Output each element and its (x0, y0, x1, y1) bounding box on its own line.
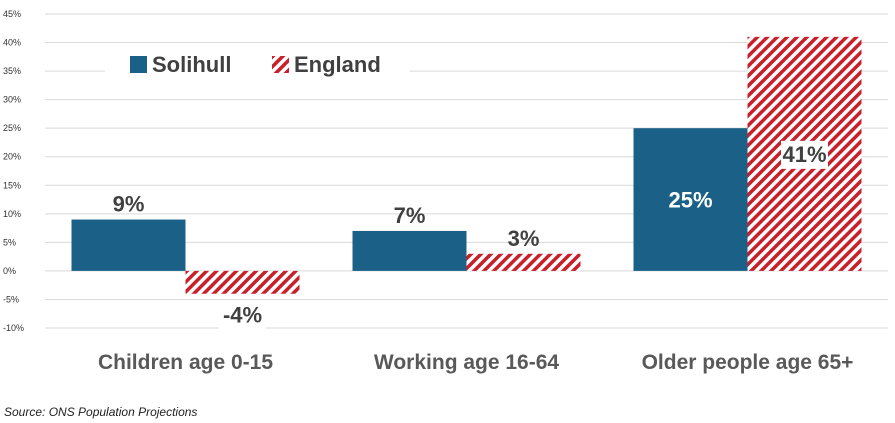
source-note: Source: ONS Population Projections (4, 405, 198, 419)
y-axis-ticks: -10% -5% 0% 5% 10% 15% 20% 25% 30% 35% 40% 45% (3, 9, 24, 333)
y-tick-label: 40% (3, 38, 21, 48)
legend-label-england: England (294, 52, 381, 77)
chart: -10% -5% 0% 5% 10% 15% 20% 25% 30% 35% 40% 45% 9% -4… (3, 9, 888, 374)
data-label-background (781, 140, 828, 169)
data-label-background (219, 301, 266, 330)
legend-label-solihull: Solihull (152, 52, 231, 77)
data-label-england-3: 41% (782, 142, 826, 167)
bars (71, 36, 862, 294)
bar-england-2 (466, 253, 581, 271)
category-label: Children age 0-15 (98, 351, 273, 374)
legend-background (105, 44, 410, 84)
bar-solihull-1 (71, 219, 186, 271)
y-tick-label: 0% (3, 266, 16, 276)
bar-england-1 (185, 270, 300, 294)
y-tick-label: 15% (3, 180, 21, 190)
bar-solihull-2 (352, 230, 467, 271)
y-tick-label: 30% (3, 95, 21, 105)
y-tick-label: 45% (3, 9, 21, 19)
y-tick-label: -5% (3, 294, 19, 304)
y-tick-label: 20% (3, 152, 21, 162)
y-tick-label: 35% (3, 66, 21, 76)
y-tick-label: 10% (3, 209, 21, 219)
data-label-england-2: 3% (508, 226, 540, 251)
data-label-solihull-1: 9% (113, 192, 145, 217)
category-label: Working age 16-64 (374, 351, 559, 374)
legend-swatch-solihull (130, 56, 147, 73)
category-label: Older people age 65+ (642, 351, 854, 374)
category-labels: Children age 0-15 Working age 16-64 Older … (98, 351, 853, 374)
data-labels: 9% -4% 7% 3% 25% 41% (113, 140, 828, 330)
data-label-solihull-2: 7% (394, 203, 426, 228)
y-tick-label: 25% (3, 123, 21, 133)
bar-solihull-3 (633, 128, 748, 271)
legend: Solihull England (105, 44, 410, 84)
data-label-solihull-3: 25% (668, 188, 712, 213)
y-tick-label: -10% (3, 323, 24, 333)
legend-swatch-england (272, 56, 289, 73)
data-label-england-1: -4% (223, 303, 262, 328)
y-tick-label: 5% (3, 237, 16, 247)
